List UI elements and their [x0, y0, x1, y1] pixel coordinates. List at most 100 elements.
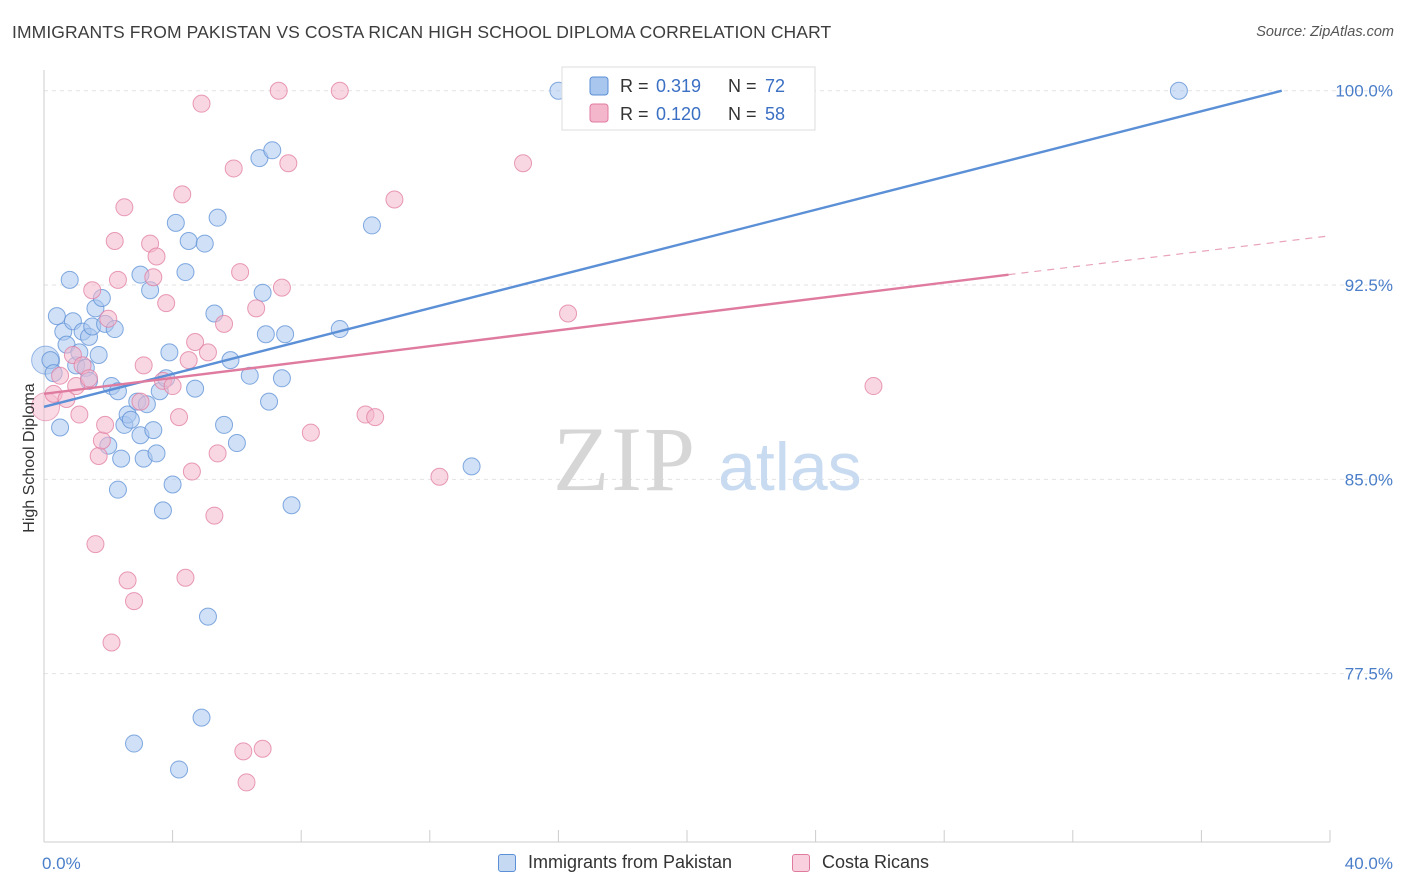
data-point	[272, 278, 291, 297]
data-point	[125, 734, 144, 753]
x-tick-label-min: 0.0%	[42, 854, 81, 873]
data-point	[173, 185, 192, 204]
data-point	[195, 234, 214, 253]
data-point	[157, 294, 176, 313]
bottom-legend-item-costa-ricans: Costa Ricans	[792, 852, 929, 873]
y-tick-labels: 100.0% 92.5% 85.0% 77.5%	[1335, 82, 1393, 684]
x-tick-label-max: 40.0%	[1345, 854, 1393, 873]
data-point	[256, 325, 275, 344]
data-point	[330, 81, 349, 100]
data-point	[134, 356, 153, 375]
y-tick-label: 100.0%	[1335, 82, 1393, 101]
data-point	[279, 154, 298, 173]
watermark-atlas: atlas	[718, 429, 862, 505]
data-point	[282, 496, 301, 515]
y-tick-label: 92.5%	[1345, 276, 1393, 295]
data-point	[462, 457, 481, 476]
data-point	[208, 444, 227, 463]
data-point	[105, 231, 124, 250]
data-point	[263, 141, 282, 160]
data-point	[163, 377, 182, 396]
data-point	[276, 325, 295, 344]
data-point	[192, 708, 211, 727]
legend-r-value-pakistan: 0.319	[656, 76, 701, 96]
chart-source: Source: ZipAtlas.com	[1256, 24, 1394, 40]
data-point	[227, 434, 246, 453]
data-point	[205, 506, 224, 525]
y-axis-label: High School Diploma	[21, 383, 38, 533]
data-point	[60, 270, 79, 289]
watermark: ZIP atlas	[553, 408, 862, 510]
data-point	[96, 415, 115, 434]
data-point	[108, 480, 127, 499]
data-point	[269, 81, 288, 100]
legend-r-label-costa-ricans: R =	[620, 104, 649, 124]
legend-n-label-costa-ricans: N =	[728, 104, 757, 124]
y-tick-label: 77.5%	[1345, 665, 1393, 684]
data-point	[86, 535, 105, 554]
data-point	[102, 633, 121, 652]
data-point	[1169, 81, 1188, 100]
data-point	[147, 444, 166, 463]
data-point	[92, 431, 111, 450]
bottom-legend: Immigrants from Pakistan Costa Ricans	[0, 850, 1406, 880]
data-point	[186, 379, 205, 398]
data-point	[147, 247, 166, 266]
bottom-legend-swatch-costa-ricans	[792, 853, 810, 872]
data-point	[182, 462, 201, 481]
data-point	[198, 607, 217, 626]
data-point	[83, 281, 102, 300]
data-point	[253, 283, 272, 302]
data-point	[430, 467, 449, 486]
series-points-1	[31, 81, 883, 792]
data-point	[176, 263, 195, 282]
legend-swatch-pakistan	[589, 76, 609, 96]
bottom-legend-item-pakistan: Immigrants from Pakistan	[498, 852, 732, 873]
bottom-legend-label-pakistan: Immigrants from Pakistan	[528, 852, 733, 872]
data-point	[260, 392, 279, 411]
chart-title: IMMIGRANTS FROM PAKISTAN VS COSTA RICAN …	[12, 22, 832, 42]
legend-r-label-pakistan: R =	[620, 76, 649, 96]
data-point	[247, 299, 266, 318]
trend-line-1	[43, 273, 1009, 396]
data-point	[179, 231, 198, 250]
axes	[43, 70, 1331, 843]
data-points	[31, 81, 1188, 792]
series-points-0	[31, 81, 1188, 779]
data-point	[362, 216, 381, 235]
data-point	[253, 739, 272, 758]
data-point	[112, 449, 131, 468]
data-point	[99, 309, 118, 328]
data-point	[179, 351, 198, 370]
data-point	[215, 415, 234, 434]
data-point	[170, 760, 189, 779]
data-point	[366, 408, 385, 427]
data-point	[301, 423, 320, 442]
data-point	[115, 198, 134, 217]
data-point	[131, 392, 150, 411]
data-point	[224, 159, 243, 178]
bottom-legend-label-costa-ricans: Costa Ricans	[822, 852, 930, 872]
data-point	[166, 213, 185, 232]
data-point	[51, 366, 70, 385]
data-point	[160, 343, 179, 362]
data-point	[144, 421, 163, 440]
data-point	[118, 571, 137, 590]
data-point	[108, 270, 127, 289]
legend-r-value-costa-ricans: 0.120	[656, 104, 701, 124]
legend-swatch-costa-ricans	[589, 103, 609, 123]
data-point	[231, 263, 250, 282]
data-point	[153, 501, 172, 520]
data-point	[208, 208, 227, 227]
data-point	[240, 366, 259, 385]
legend-n-value-costa-ricans: 58	[765, 104, 785, 124]
bottom-legend-swatch-pakistan	[498, 853, 516, 872]
data-point	[121, 410, 140, 429]
data-point	[215, 314, 234, 333]
legend-n-label-pakistan: N =	[728, 76, 757, 96]
data-point	[144, 268, 163, 287]
data-point	[80, 369, 99, 388]
legend-n-value-pakistan: 72	[765, 76, 785, 96]
data-point	[198, 343, 217, 362]
